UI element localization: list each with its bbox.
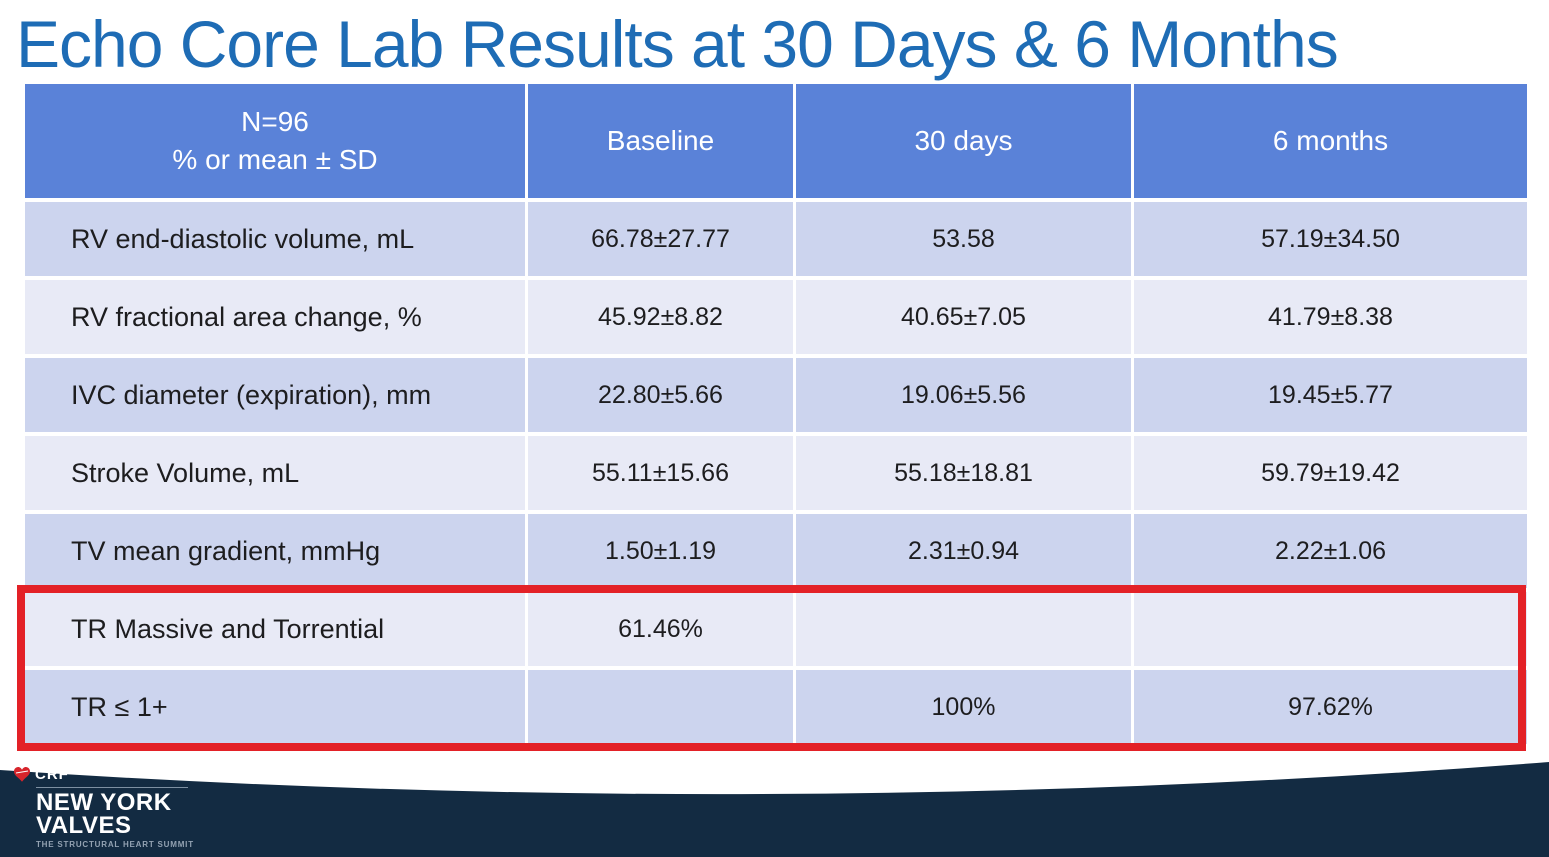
logo-line2: VALVES [36,812,132,839]
table-cell-6months [1134,592,1527,666]
table-cell-30days: 40.65±7.05 [796,280,1131,354]
table-cell-baseline: 61.46% [528,592,793,666]
table-cell-6months: 97.62% [1134,670,1527,744]
table-cell-30days: 55.18±18.81 [796,436,1131,510]
table-cell-30days: 19.06±5.56 [796,358,1131,432]
table-cell-6months: 59.79±19.42 [1134,436,1527,510]
crf-heart-icon [14,767,30,782]
table-cell-30days: 100% [796,670,1131,744]
table-cell-baseline [528,670,793,744]
page-title: Echo Core Lab Results at 30 Days & 6 Mon… [16,7,1339,81]
logo-line1: NEW YORK [36,789,172,816]
table-cell-baseline: 55.11±15.66 [528,436,793,510]
row-label: IVC diameter (expiration), mm [25,358,525,432]
column-header-baseline: Baseline [528,84,793,198]
table-cell-6months: 57.19±34.50 [1134,202,1527,276]
table-cell-30days: 2.31±0.94 [796,514,1131,588]
logo-tagline: THE STRUCTURAL HEART SUMMIT [36,840,194,849]
header-unit-note: % or mean ± SD [172,144,378,175]
row-label: TR ≤ 1+ [25,670,525,744]
table-cell-30days: 53.58 [796,202,1131,276]
crf-logo: CRF ® [14,766,194,783]
row-label: RV end-diastolic volume, mL [25,202,525,276]
table-cell-30days [796,592,1131,666]
footer-swoosh [0,762,1549,857]
table-cell-baseline: 66.78±27.77 [528,202,793,276]
column-header-30days: 30 days [796,84,1131,198]
column-header-6months: 6 months [1134,84,1527,198]
table-cell-baseline: 22.80±5.66 [528,358,793,432]
nyv-logo: CRF ® NEW YORK VALVES THE STRUCTURAL HEA… [14,766,194,849]
row-label: TV mean gradient, mmHg [25,514,525,588]
logo-divider [36,787,188,788]
table-cell-baseline: 45.92±8.82 [528,280,793,354]
footer: CRF ® NEW YORK VALVES THE STRUCTURAL HEA… [0,740,1549,857]
table-cell-6months: 2.22±1.06 [1134,514,1527,588]
header-population: N=96 [241,106,309,137]
row-label: RV fractional area change, % [25,280,525,354]
table-cell-baseline: 1.50±1.19 [528,514,793,588]
crf-label: CRF [35,766,69,783]
table-cell-6months: 19.45±5.77 [1134,358,1527,432]
table-cell-6months: 41.79±8.38 [1134,280,1527,354]
registered-mark: ® [73,767,81,776]
column-header-metric: N=96 % or mean ± SD [25,84,525,198]
row-label: TR Massive and Torrential [25,592,525,666]
row-label: Stroke Volume, mL [25,436,525,510]
results-table: N=96 % or mean ± SD Baseline 30 days 6 m… [25,84,1527,744]
